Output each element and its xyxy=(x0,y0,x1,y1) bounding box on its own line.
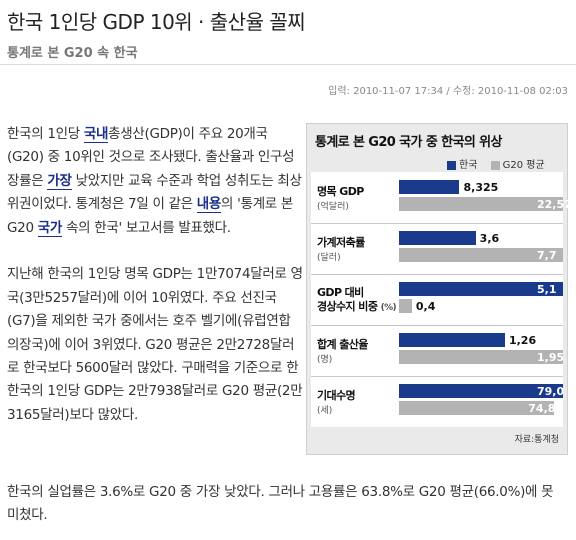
keyword-link-naeyong[interactable]: 내용 xyxy=(196,196,222,214)
metric-unit: (%) xyxy=(380,303,397,313)
bar-g20-average xyxy=(399,401,555,415)
value-label-korea: 1,26 xyxy=(508,334,537,347)
value-label-g20: 7,7 xyxy=(537,249,557,262)
article-paragraph-2: 지난해 한국의 1인당 명목 GDP는 1만7074달러로 영국(3만5257달… xyxy=(7,266,303,423)
value-label-korea: 5,1 xyxy=(537,283,557,296)
article-paragraph-3: 한국의 실업률은 3.6%로 G20 중 가장 낮았다. 그러나 고용률은 63… xyxy=(7,484,554,524)
legend-swatch-g20 xyxy=(490,160,500,170)
metric-unit: (달러) xyxy=(317,253,341,263)
bar-korea xyxy=(399,384,563,398)
bar-g20-average xyxy=(399,197,563,211)
metric-label: 기대수명 xyxy=(317,389,356,402)
article-dateline: 입력: 2010-11-07 17:34 / 수정: 2010-11-08 02… xyxy=(328,86,568,97)
keyword-link-gukga[interactable]: 국가 xyxy=(37,219,62,237)
bar-g20-average xyxy=(399,248,563,262)
value-label-g20: 22,572 xyxy=(537,198,576,211)
bar-korea xyxy=(399,282,563,296)
value-label-g20: 74,8 xyxy=(528,402,556,415)
metric-label-line: 경상수지 비중 (%) xyxy=(317,300,397,313)
paragraph-text: 속의 한국' 보고서를 발표했다. xyxy=(61,219,231,236)
metric-unit: (억달러) xyxy=(317,202,349,212)
value-label-korea: 3,6 xyxy=(479,232,500,245)
value-label-g20: 1,95 xyxy=(537,351,565,364)
article-subheadline: 통계로 본 G20 속 한국 xyxy=(7,46,138,61)
metric-label: 합계 출산율 xyxy=(317,338,368,351)
metric-unit: (세) xyxy=(317,406,333,416)
legend-label-korea: 한국 xyxy=(459,160,478,171)
metric-separator xyxy=(311,223,563,224)
metric-label-line: GDP 대비 xyxy=(317,286,364,299)
legend-item-korea: 한국 xyxy=(447,156,477,171)
metric-separator xyxy=(311,376,563,377)
metric-separator xyxy=(311,325,563,326)
metric-separator xyxy=(311,274,563,275)
metric-label: 가계저축률 xyxy=(317,236,365,249)
paragraph-text: 의 '통계로 본 G20 xyxy=(7,196,294,236)
legend-swatch-korea xyxy=(447,160,456,170)
chart-title: 통계로 본 G20 국가 중 한국의 위상 xyxy=(315,135,502,150)
metric-label: GDP 대비 경상수지 비중 (%) xyxy=(317,286,397,315)
keyword-link-gungnae[interactable]: 국내 xyxy=(83,126,109,143)
metric-unit: (명) xyxy=(317,355,333,365)
header-divider xyxy=(0,64,576,65)
infographic-chart: 통계로 본 G20 국가 중 한국의 위상 한국 G20 평균 명목 GDP (억… xyxy=(306,123,576,455)
bar-korea xyxy=(399,180,460,194)
article-paragraph-1: 한국의 1인당 국내총생산(GDP)이 주요 20개국(G20) 중 10위인 … xyxy=(7,123,303,240)
bar-korea xyxy=(399,231,476,245)
article-headline: 한국 1인당 GDP 10위 · 출산율 꼴찌 xyxy=(7,10,306,34)
chart-plot-area: 명목 GDP (억달러) 8,325 22,572 가계저축률 (달러) 3,6 7,7 GDP… xyxy=(311,172,576,427)
legend-item-g20: G20 평균 xyxy=(490,156,545,171)
value-label-korea: 79,0 xyxy=(537,385,565,398)
chart-legend: 한국 G20 평균 xyxy=(447,156,555,171)
bar-g20-average xyxy=(399,299,412,313)
bar-korea xyxy=(399,333,505,347)
metric-label: 명목 GDP xyxy=(317,185,364,198)
chart-source: 자료:통계청 xyxy=(514,435,559,445)
paragraph-text: 한국의 1인당 xyxy=(7,126,84,142)
value-label-korea: 8,325 xyxy=(463,181,499,194)
paragraph-text: 낮았지만 교육 수준과 학업 성취도는 최상위권이었다. 통계청은 7일 이 같… xyxy=(7,172,302,213)
article-body: 한국의 1인당 국내총생산(GDP)이 주요 20개국(G20) 중 10위인 … xyxy=(7,123,303,451)
bar-g20-average xyxy=(399,350,563,364)
keyword-link-gajang[interactable]: 가장 xyxy=(47,172,72,190)
value-label-g20: 0,4 xyxy=(415,300,436,313)
legend-label-g20: G20 평균 xyxy=(502,160,545,171)
paragraph-text: 총생산(GDP)이 주요 20개국(G20) 중 10위인 것으로 조사됐다. … xyxy=(7,126,295,189)
